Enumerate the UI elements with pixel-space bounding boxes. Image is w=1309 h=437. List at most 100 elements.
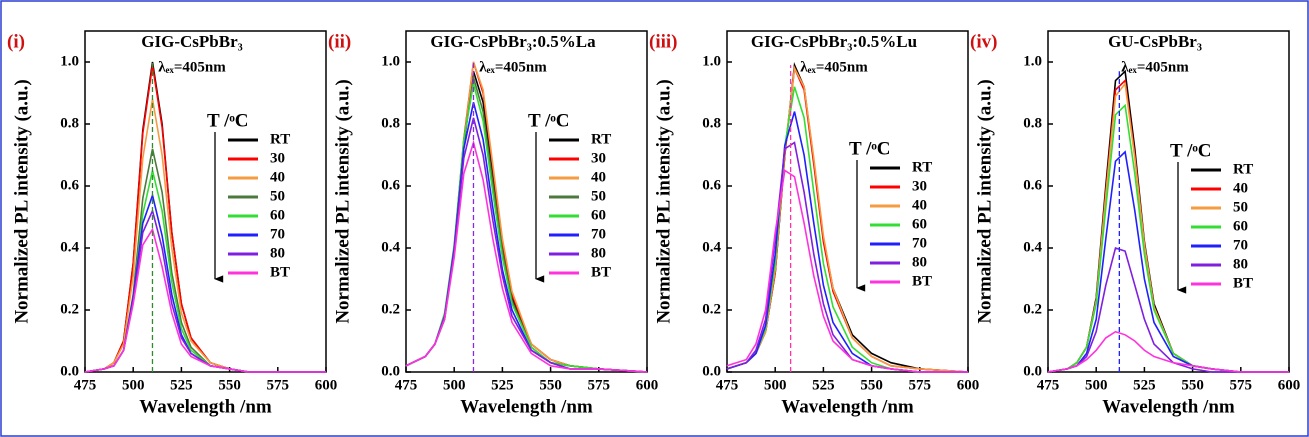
panel-label: (iii) (649, 31, 678, 52)
legend-label: BT (270, 264, 290, 280)
x-tick-label: 575 (267, 377, 290, 393)
legend-label: BT (912, 273, 932, 289)
legend-label: 80 (912, 254, 927, 270)
panel-title: GIG-CsPbBr₃:0.5%Lu (751, 32, 917, 51)
y-tick-label: 0.0 (1023, 363, 1042, 379)
legend-title: T /ᵒC (849, 138, 891, 159)
legend-label: 80 (270, 245, 285, 261)
legend-label: 50 (270, 188, 285, 204)
annotation: λₑₓ=405nm (1121, 59, 1189, 75)
x-axis-label: Wavelength /nm (781, 396, 914, 417)
y-tick-label: 0.4 (60, 239, 79, 255)
spectrum-line (726, 169, 968, 373)
y-tick-label: 0.4 (702, 239, 721, 255)
spectrum-line (1047, 246, 1289, 373)
x-tick-label: 500 (1085, 377, 1108, 393)
legend-title: T /ᵒC (1170, 140, 1212, 161)
legend-label: RT (270, 131, 290, 147)
annotation: λₑₓ=405nm (158, 59, 226, 75)
panel-title: GIG-CsPbBr₃:0.5%La (430, 32, 596, 51)
legend-label: 40 (591, 169, 606, 185)
y-tick-label: 0.2 (1023, 301, 1042, 317)
y-tick-label: 0.0 (702, 363, 721, 379)
x-tick-label: 600 (957, 377, 980, 393)
legend-label: BT (591, 264, 611, 280)
x-tick-label: 550 (218, 377, 241, 393)
y-tick-label: 0.6 (60, 177, 79, 193)
y-tick-label: 1.0 (702, 53, 721, 69)
y-axis-label: Normalized PL intensity (a.u.) (332, 79, 353, 323)
legend-title: T /ᵒC (528, 110, 570, 131)
y-tick-label: 0.8 (702, 115, 721, 131)
x-tick-label: 550 (1181, 377, 1204, 393)
y-tick-label: 0.6 (381, 177, 400, 193)
x-tick-label: 525 (812, 377, 835, 393)
x-tick-label: 600 (315, 377, 338, 393)
legend-label: 70 (591, 226, 606, 242)
spectrum-line (405, 139, 648, 373)
legend-label: 40 (270, 169, 285, 185)
y-tick-label: 0.2 (702, 301, 721, 317)
y-tick-label: 1.0 (60, 53, 79, 69)
legend-label: BT (1233, 275, 1253, 291)
legend-label: 80 (591, 245, 606, 261)
x-tick-label: 600 (1278, 377, 1301, 393)
x-axis-label: Wavelength /nm (460, 396, 593, 417)
y-tick-label: 0.0 (60, 363, 79, 379)
x-tick-label: 575 (1230, 377, 1253, 393)
x-tick-label: 475 (395, 377, 418, 393)
y-axis-label: Normalized PL intensity (a.u.) (974, 79, 995, 323)
panel-title: GU-CsPbBr₃ (1108, 32, 1202, 51)
x-axis-label: Wavelength /nm (1102, 396, 1235, 417)
legend-label: 80 (1233, 256, 1248, 272)
y-tick-label: 0.2 (60, 301, 79, 317)
y-tick-label: 0.8 (60, 115, 79, 131)
y-tick-label: 0.4 (381, 239, 400, 255)
legend-label: 60 (912, 216, 927, 232)
legend-label: 60 (1233, 218, 1248, 234)
spectrum-line (84, 227, 326, 373)
plot-frame (1047, 30, 1290, 373)
annotation: λₑₓ=405nm (479, 59, 547, 75)
y-tick-label: 1.0 (381, 53, 400, 69)
legend-label: 40 (1233, 180, 1248, 196)
panel-label: (iv) (970, 31, 997, 52)
x-tick-label: 500 (764, 377, 787, 393)
panel-label: (ii) (328, 31, 351, 52)
y-tick-label: 0.4 (1023, 239, 1042, 255)
x-tick-label: 600 (636, 377, 659, 393)
x-tick-label: 475 (74, 377, 97, 393)
legend-title: T /ᵒC (207, 110, 249, 131)
x-tick-label: 525 (170, 377, 193, 393)
x-tick-label: 525 (1133, 377, 1156, 393)
y-tick-label: 0.8 (1023, 115, 1042, 131)
legend-label: 30 (270, 150, 285, 166)
legend-label: 50 (1233, 199, 1248, 215)
legend-label: RT (912, 159, 932, 175)
legend-label: 60 (591, 207, 606, 223)
x-tick-label: 475 (1037, 377, 1060, 393)
legend-label: RT (591, 131, 611, 147)
plot-frame (726, 30, 969, 373)
panel-title: GIG-CsPbBr₃ (141, 32, 242, 51)
y-tick-label: 0.8 (381, 115, 400, 131)
plot-frame (84, 30, 327, 373)
y-axis-label: Normalized PL intensity (a.u.) (653, 79, 674, 323)
legend-label: 50 (591, 188, 606, 204)
legend-label: 70 (1233, 237, 1248, 253)
spectrum-line (1047, 330, 1289, 373)
legend-label: RT (1233, 161, 1253, 177)
y-tick-label: 0.2 (381, 301, 400, 317)
legend-label: 60 (270, 207, 285, 223)
y-tick-label: 0.6 (1023, 177, 1042, 193)
legend-label: 30 (912, 178, 927, 194)
x-tick-label: 575 (588, 377, 611, 393)
y-axis-label: Normalized PL intensity (a.u.) (11, 79, 32, 323)
y-tick-label: 1.0 (1023, 53, 1042, 69)
x-tick-label: 575 (909, 377, 932, 393)
legend-label: 70 (270, 226, 285, 242)
x-tick-label: 550 (539, 377, 562, 393)
legend-label: 70 (912, 235, 927, 251)
